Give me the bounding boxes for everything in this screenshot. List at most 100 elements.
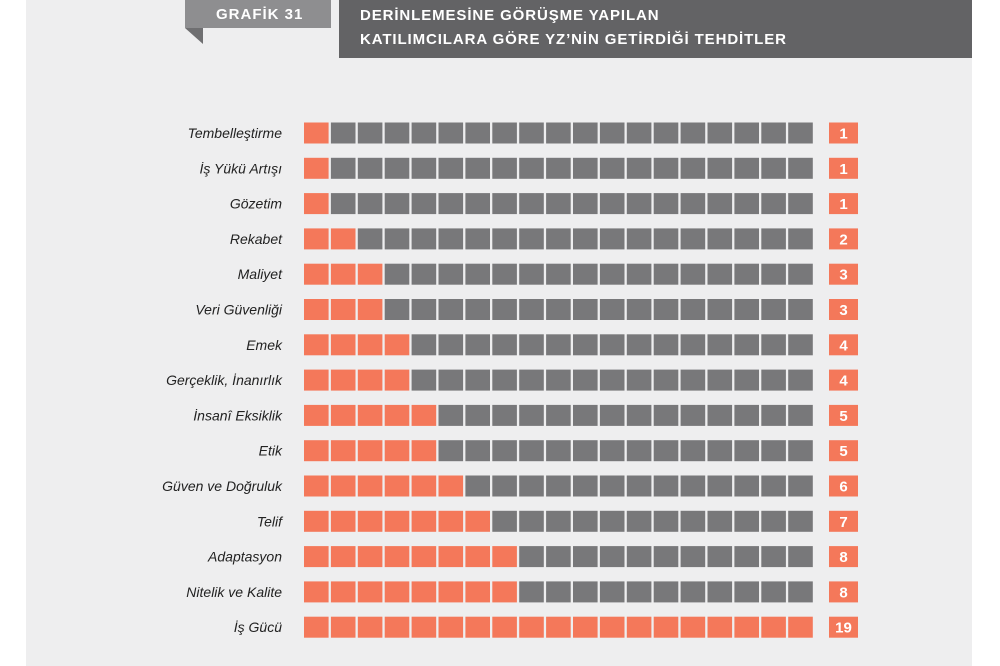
unit-cell-empty — [599, 334, 625, 356]
unit-cell-filled — [357, 263, 383, 285]
unit-cell-empty — [653, 440, 679, 462]
unit-cell-empty — [653, 193, 679, 215]
unit-cell-filled — [304, 369, 329, 391]
unit-cell-empty — [788, 546, 813, 568]
chart-number-label: GRAFİK 31 — [216, 6, 304, 23]
unit-cell-filled — [304, 440, 329, 462]
unit-cell-empty — [761, 122, 786, 144]
unit-cell-empty — [438, 263, 464, 285]
unit-cell-empty — [707, 263, 733, 285]
unit-cell-empty — [573, 369, 598, 391]
unit-cell-filled — [330, 263, 356, 285]
unit-cell-empty — [573, 546, 598, 568]
unit-cell-empty — [492, 440, 517, 462]
unit-cell-empty — [680, 122, 706, 144]
unit-cell-filled — [330, 440, 356, 462]
unit-cell-empty — [546, 369, 571, 391]
unit-cell-filled — [304, 475, 329, 497]
unit-cell-empty — [384, 157, 410, 179]
unit-cell-filled — [384, 440, 410, 462]
unit-cell-empty — [465, 475, 490, 497]
unit-cell-empty — [653, 510, 679, 532]
unit-cell-filled — [573, 616, 598, 638]
unit-cell-empty — [653, 122, 679, 144]
category-label: Nitelik ve Kalite — [186, 584, 282, 600]
value-label: 2 — [839, 231, 847, 248]
unit-cell-empty — [680, 228, 706, 250]
value-badge — [829, 581, 858, 603]
unit-cell-empty — [599, 122, 625, 144]
unit-cell-empty — [626, 581, 652, 603]
unit-cell-empty — [680, 193, 706, 215]
category-label: Telif — [257, 513, 284, 529]
unit-cell-empty — [546, 510, 571, 532]
unit-cell-empty — [680, 475, 706, 497]
unit-cell-empty — [680, 157, 706, 179]
value-badge — [829, 404, 858, 426]
unit-cell-filled — [734, 616, 759, 638]
unit-cell-empty — [626, 546, 652, 568]
unit-cell-empty — [546, 475, 571, 497]
unit-cell-empty — [626, 228, 652, 250]
unit-cell-empty — [411, 157, 437, 179]
unit-cell-empty — [707, 193, 733, 215]
unit-cell-filled — [465, 546, 490, 568]
unit-cell-empty — [626, 404, 652, 426]
unit-cell-filled — [357, 581, 383, 603]
unit-cell-empty — [707, 546, 733, 568]
unit-cell-filled — [384, 369, 410, 391]
unit-cell-filled — [438, 546, 464, 568]
unit-cell-empty — [465, 440, 490, 462]
unit-cell-empty — [626, 510, 652, 532]
unit-cell-empty — [599, 193, 625, 215]
chart-title-line-1: DERİNLEMESİNE GÖRÜŞME YAPILAN — [360, 7, 660, 24]
unit-cell-empty — [546, 440, 571, 462]
unit-cell-empty — [734, 581, 759, 603]
value-badge — [829, 440, 858, 462]
unit-cell-empty — [599, 581, 625, 603]
value-label: 3 — [839, 267, 847, 284]
unit-cell-empty — [384, 299, 410, 320]
unit-cell-filled — [304, 581, 329, 603]
value-badge — [829, 228, 858, 250]
unit-cell-empty — [788, 510, 813, 532]
value-badge — [829, 510, 858, 532]
unit-cell-empty — [438, 122, 464, 144]
unit-cell-empty — [519, 193, 544, 215]
unit-cell-empty — [680, 369, 706, 391]
unit-cell-empty — [573, 299, 598, 320]
unit-cell-empty — [761, 546, 786, 568]
value-label: 4 — [839, 337, 848, 354]
unit-cell-empty — [599, 299, 625, 320]
unit-cell-empty — [573, 122, 598, 144]
unit-cell-empty — [734, 228, 759, 250]
unit-cell-empty — [438, 404, 464, 426]
category-label: Tembelleştirme — [188, 125, 283, 141]
unit-cell-filled — [438, 616, 464, 638]
unit-cell-empty — [519, 546, 544, 568]
unit-cell-empty — [788, 228, 813, 250]
unit-cell-empty — [734, 404, 759, 426]
unit-cell-empty — [788, 369, 813, 391]
unit-cell-empty — [519, 334, 544, 356]
unit-cell-empty — [734, 440, 759, 462]
value-badge — [829, 299, 858, 320]
unit-cell-empty — [788, 299, 813, 320]
unit-cell-empty — [330, 193, 356, 215]
value-label: 6 — [839, 479, 847, 496]
unit-cell-empty — [438, 334, 464, 356]
unit-cell-filled — [357, 334, 383, 356]
unit-cell-empty — [546, 157, 571, 179]
chart-title-line-2: KATILIMCILARA GÖRE YZ’NİN GETİRDİĞİ TEHD… — [360, 31, 787, 48]
unit-cell-empty — [573, 581, 598, 603]
unit-cell-empty — [573, 228, 598, 250]
unit-cell-empty — [626, 440, 652, 462]
category-label: Maliyet — [238, 266, 283, 282]
unit-cell-filled — [653, 616, 679, 638]
category-label: İnsanî Eksiklik — [193, 407, 283, 423]
unit-cell-empty — [653, 581, 679, 603]
unit-cell-empty — [384, 263, 410, 285]
unit-cell-filled — [330, 404, 356, 426]
unit-cell-empty — [761, 581, 786, 603]
